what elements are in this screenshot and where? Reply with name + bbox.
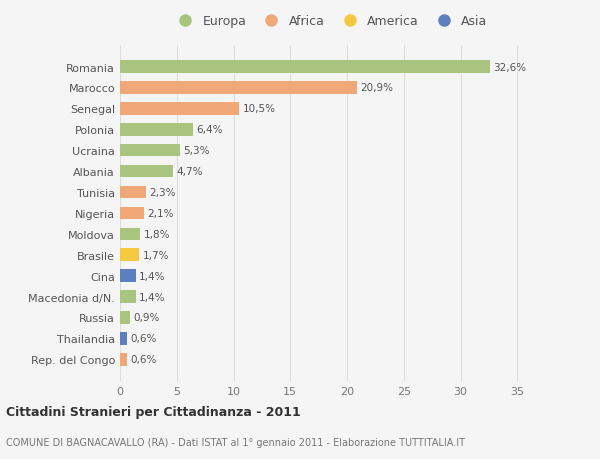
- Text: 1,7%: 1,7%: [143, 250, 169, 260]
- Text: 0,9%: 0,9%: [134, 313, 160, 323]
- Text: 1,4%: 1,4%: [139, 292, 166, 302]
- Bar: [120, 270, 136, 282]
- Text: 2,1%: 2,1%: [147, 208, 174, 218]
- Text: 4,7%: 4,7%: [177, 167, 203, 177]
- Bar: [120, 332, 127, 345]
- Bar: [120, 61, 490, 73]
- Text: 5,3%: 5,3%: [184, 146, 210, 156]
- Text: 0,6%: 0,6%: [130, 354, 157, 364]
- Bar: [120, 145, 180, 157]
- Legend: Europa, Africa, America, Asia: Europa, Africa, America, Asia: [167, 10, 493, 33]
- Bar: [120, 228, 140, 241]
- Bar: [120, 291, 136, 303]
- Text: Cittadini Stranieri per Cittadinanza - 2011: Cittadini Stranieri per Cittadinanza - 2…: [6, 405, 301, 419]
- Bar: [120, 103, 239, 115]
- Text: 2,3%: 2,3%: [149, 188, 176, 197]
- Bar: [120, 124, 193, 136]
- Bar: [120, 186, 146, 199]
- Text: 1,4%: 1,4%: [139, 271, 166, 281]
- Text: COMUNE DI BAGNACAVALLO (RA) - Dati ISTAT al 1° gennaio 2011 - Elaborazione TUTTI: COMUNE DI BAGNACAVALLO (RA) - Dati ISTAT…: [6, 437, 465, 447]
- Bar: [120, 353, 127, 366]
- Text: 0,6%: 0,6%: [130, 334, 157, 344]
- Bar: [120, 165, 173, 178]
- Bar: [120, 249, 139, 262]
- Text: 10,5%: 10,5%: [242, 104, 275, 114]
- Bar: [120, 312, 130, 324]
- Text: 20,9%: 20,9%: [361, 83, 394, 93]
- Bar: [120, 82, 357, 95]
- Text: 6,4%: 6,4%: [196, 125, 223, 135]
- Text: 32,6%: 32,6%: [493, 62, 527, 73]
- Bar: [120, 207, 144, 220]
- Text: 1,8%: 1,8%: [144, 230, 170, 239]
